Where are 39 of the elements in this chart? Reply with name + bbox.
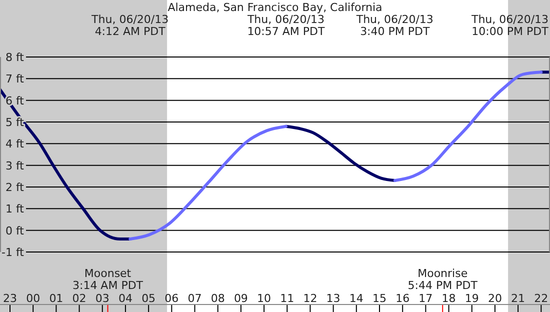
y-tick-label: 2 ft xyxy=(6,181,25,194)
y-tick-label: -1 ft xyxy=(2,246,25,259)
y-tick-label: 3 ft xyxy=(6,159,25,172)
x-tick-label: 08 xyxy=(210,292,225,305)
y-tick-label: 4 ft xyxy=(6,138,25,151)
x-tick-label: 18 xyxy=(442,292,456,305)
x-tick-label: 15 xyxy=(372,292,386,305)
y-tick-label: 0 ft xyxy=(6,224,25,238)
x-tick-label: 01 xyxy=(49,292,64,305)
x-tick-label: 09 xyxy=(234,292,248,305)
ref-line-label: Moonrise 5:44 PM PDT xyxy=(408,267,478,292)
text: Thu, 06/20/13 3:40 PM PDT xyxy=(355,13,434,38)
x-tick-label: 13 xyxy=(326,292,340,305)
x-tick-label: 06 xyxy=(164,292,179,305)
ref-line-label: Moonset 3:14 AM PDT xyxy=(72,267,144,292)
x-tick-label: 16 xyxy=(396,292,410,305)
chart-title: Alameda, San Francisco Bay, California xyxy=(168,1,382,14)
x-tick-label: 21 xyxy=(511,292,526,305)
text: Thu, 06/20/13 10:00 PM PDT xyxy=(470,13,549,38)
x-tick-label: 14 xyxy=(349,292,364,305)
x-tick-label: 12 xyxy=(303,292,318,305)
x-tick-label: 11 xyxy=(280,292,294,305)
x-tick-label: 19 xyxy=(464,292,479,305)
x-tick-label: 05 xyxy=(142,292,156,305)
x-tick-label: 17 xyxy=(418,292,433,305)
x-tick-label: 23 xyxy=(3,292,18,305)
x-tick-label: 22 xyxy=(534,292,548,305)
x-tick-label: 03 xyxy=(95,292,110,305)
x-tick-label: 20 xyxy=(488,292,502,305)
text: Thu, 06/20/13 10:57 AM PDT xyxy=(246,13,326,38)
x-tick-label: 04 xyxy=(118,292,132,305)
text: Thu, 06/20/13 4:12 AM PDT xyxy=(90,13,169,38)
x-tick-label: 10 xyxy=(257,292,272,305)
y-tick-label: 7 ft xyxy=(6,72,25,86)
x-tick-label: 02 xyxy=(72,292,86,305)
x-tick-label: 07 xyxy=(188,292,202,305)
x-tick-label: 00 xyxy=(26,292,40,305)
y-tick-label: 1 ft xyxy=(6,202,25,216)
y-tick-label: 8 ft xyxy=(6,51,25,64)
